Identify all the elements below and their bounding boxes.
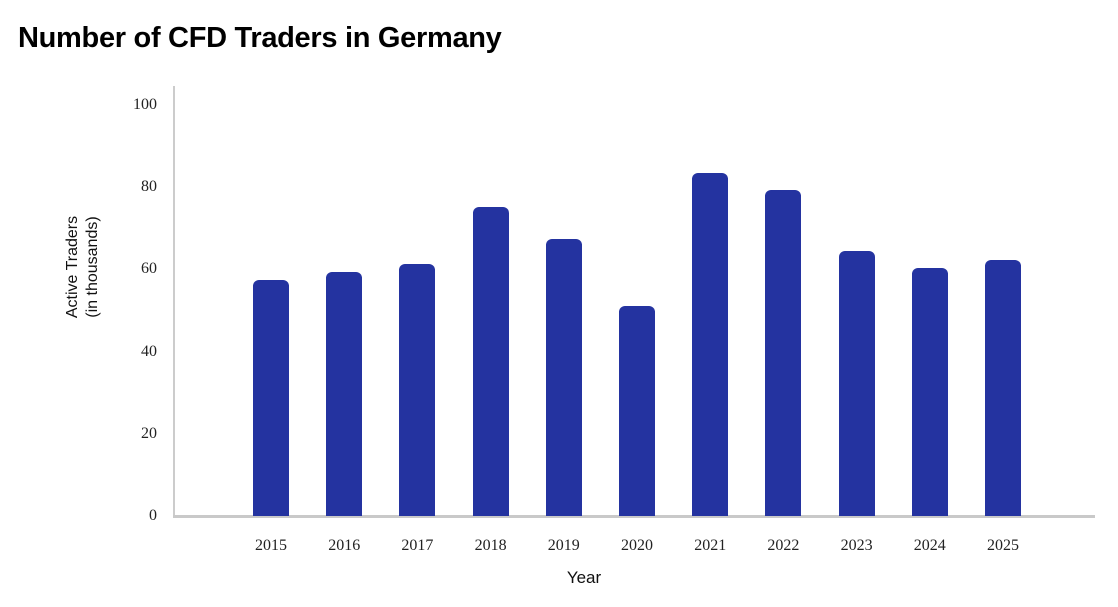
y-axis-tick-label: 100 (133, 96, 157, 113)
bar-2023 (838, 250, 875, 516)
x-axis-tick-label: 2024 (913, 537, 946, 554)
bar-2017 (399, 264, 436, 516)
bar-2018 (472, 206, 509, 516)
y-axis-tick-label: 60 (141, 260, 157, 278)
y-axis-tick-labels: 0 20 40 60 80 100 (95, 0, 157, 607)
x-axis-title-label: Year (566, 568, 602, 587)
bar-2024 (911, 268, 948, 516)
chart-title: Number of CFD Traders in Germany (18, 22, 502, 54)
x-axis-tick-label: 2023 (840, 537, 873, 554)
x-axis-tick-label: 2018 (474, 537, 507, 554)
bar-2025 (985, 259, 1021, 516)
x-axis-tick-label: 2020 (621, 537, 653, 554)
y-axis-spine (173, 86, 175, 517)
y-axis-tick-label: 20 (141, 424, 157, 442)
x-axis-tick-label: 2025 (987, 537, 1019, 554)
x-axis-tick-label: 2017 (401, 537, 434, 554)
bar-2020 (619, 305, 655, 516)
x-axis-title: Year (0, 568, 1118, 588)
y-axis-title-line-1: Active Traders (64, 215, 81, 319)
x-axis-spine (173, 515, 1095, 518)
bar-2015 (253, 280, 289, 516)
x-axis-tick-label: 2019 (547, 537, 580, 554)
y-axis-tick-label: 40 (141, 342, 157, 360)
x-axis-tick-label: 2021 (694, 537, 727, 554)
bar-2022 (765, 189, 802, 516)
x-axis-tick-label: 2015 (255, 537, 287, 554)
bar-2021 (692, 173, 729, 516)
x-axis-tick-label: 2016 (328, 537, 361, 554)
bar-2016 (326, 271, 363, 516)
bar-2019 (545, 238, 582, 516)
x-axis-tick-label: 2022 (767, 537, 800, 554)
y-axis-tick-label: 0 (149, 507, 157, 524)
y-axis-tick-label: 80 (141, 178, 157, 196)
